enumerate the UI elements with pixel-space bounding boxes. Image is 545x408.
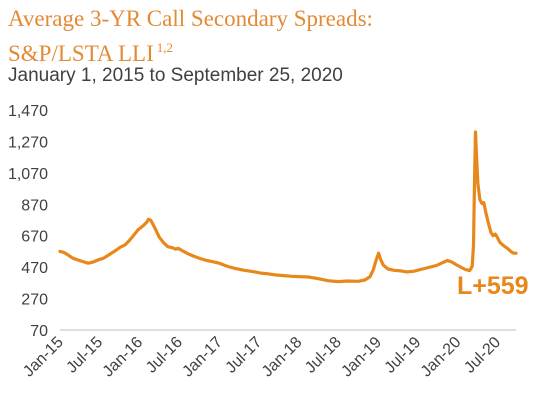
x-tick-label: Jul-19: [382, 334, 425, 377]
x-tick-label: Jan-18: [259, 334, 306, 381]
y-tick-label: 670: [21, 229, 48, 246]
end-value-annotation: L+559: [457, 272, 529, 300]
chart-title: Average 3-YR Call Secondary Spreads:: [8, 5, 373, 32]
spread-series-line: [58, 130, 518, 284]
x-tick-label: Jul-17: [223, 334, 266, 377]
y-tick-label: 870: [21, 197, 48, 214]
x-tick-label: Jan-17: [179, 334, 226, 381]
x-tick-label: Jul-16: [143, 334, 186, 377]
x-tick-label: Jan-20: [418, 334, 465, 381]
x-tick-label: Jul-18: [302, 334, 345, 377]
title-footnote-marker: 1,2: [156, 40, 174, 55]
y-tick-label: 1,270: [8, 134, 48, 151]
chart-annotations: L+559: [457, 272, 529, 300]
y-tick-label: 1,470: [8, 103, 48, 120]
chart-title-index-text: S&P/LSTA LLI: [8, 41, 154, 66]
chart-title-index: S&P/LSTA LLI 1,2: [8, 34, 173, 67]
y-tick-label: 270: [21, 292, 48, 309]
chart-subtitle: January 1, 2015 to September 25, 2020: [8, 65, 343, 86]
x-tick-label: Jul-20: [461, 334, 504, 377]
x-tick-label: Jan-16: [100, 334, 147, 381]
x-tick-label: Jan-19: [338, 334, 385, 381]
x-tick-label: Jan-15: [20, 334, 67, 381]
y-tick-label: 70: [30, 323, 48, 340]
y-axis-ticks: 70 270 470 670 870 1,070 1,270 1,470: [8, 103, 48, 340]
chart-title-text: Average 3-YR Call Secondary Spreads:: [8, 6, 373, 31]
x-axis-ticks: Jan-15Jul-15Jan-16Jul-16Jan-17Jul-17Jan-…: [20, 334, 504, 381]
x-tick-label: Jul-15: [63, 334, 106, 377]
y-tick-label: 470: [21, 260, 48, 277]
y-tick-label: 1,070: [8, 166, 48, 183]
